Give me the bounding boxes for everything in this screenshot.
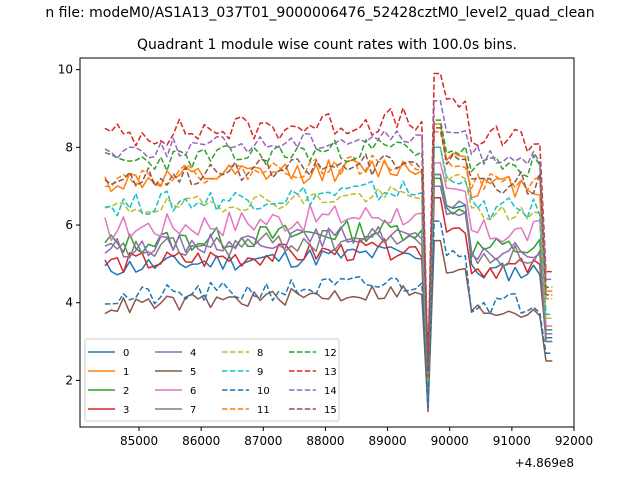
series-line-15 [104,127,553,378]
legend-label-10: 10 [257,386,270,397]
legend-label-11: 11 [257,405,270,416]
legend-label-7: 7 [190,405,196,416]
legend-label-15: 15 [324,405,337,416]
series-line-10 [104,220,553,409]
y-tick-label: 8 [65,140,73,154]
series-line-11 [104,131,553,382]
legend-label-12: 12 [324,348,337,359]
y-tick-label: 6 [65,218,73,232]
legend-label-1: 1 [123,367,129,378]
legend-label-3: 3 [123,405,129,416]
series-line-1 [104,123,553,393]
series-layer [104,72,553,413]
x-tick-label: 85000 [120,434,158,448]
x-tick-label: 86000 [182,434,220,448]
x-tick-label: 92000 [555,434,593,448]
x-tick-label: 89000 [368,434,406,448]
y-tick-label: 4 [65,296,73,310]
x-axis-offset-label: +4.869e8 [515,456,574,470]
x-tick-label: 88000 [306,434,344,448]
x-tick-label: 90000 [431,434,469,448]
series-line-6 [104,162,553,393]
y-axis: 2 4 6 8 10 [58,63,80,387]
legend-label-4: 4 [190,348,196,359]
legend-label-14: 14 [324,386,337,397]
x-tick-label: 87000 [244,434,282,448]
series-line-4 [104,185,553,401]
x-tick-label: 91000 [493,434,531,448]
legend-label-13: 13 [324,367,337,378]
series-line-7 [104,173,553,405]
legend-label-9: 9 [257,367,263,378]
x-axis: 85000 86000 87000 88000 89000 90000 91000 92000 [120,427,593,448]
series-line-14 [104,99,553,370]
series-line-9 [104,146,553,386]
series-line-8 [104,146,553,386]
series-line-12 [104,119,553,374]
plot-area-frame [79,57,575,428]
legend-frame [84,338,340,422]
figure-suptitle: n file: modeM0/AS1A13_037T01_9000006476_… [45,5,594,21]
series-line-13 [104,72,553,366]
chart-title: Quadrant 1 module wise count rates with … [137,37,517,53]
series-line-0 [104,173,553,409]
y-tick-label: 10 [58,63,73,77]
legend-label-5: 5 [190,367,196,378]
series-line-5 [104,239,553,413]
legend-label-2: 2 [123,386,129,397]
legend-label-8: 8 [257,348,263,359]
y-tick-label: 2 [65,373,73,387]
legend-label-6: 6 [190,386,196,397]
legend-label-0: 0 [123,348,129,359]
